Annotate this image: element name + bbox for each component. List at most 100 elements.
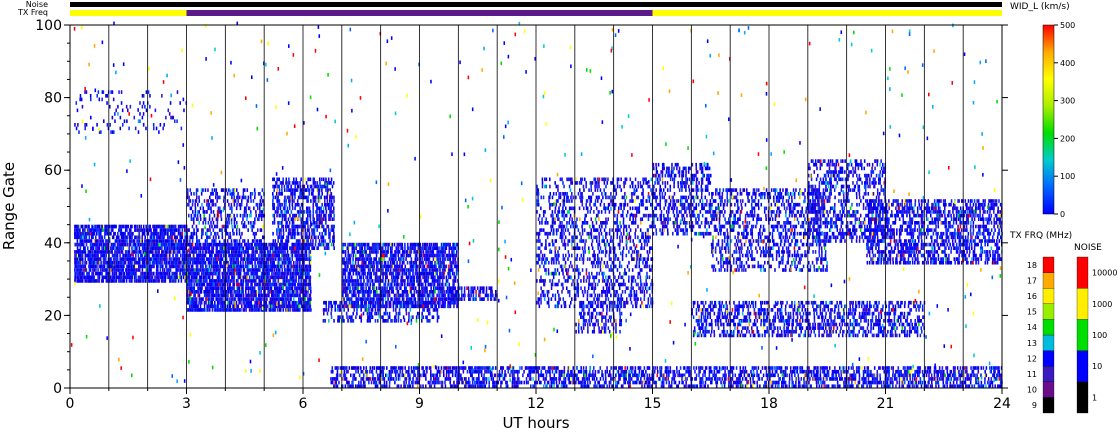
data-point (276, 253, 278, 258)
data-point (264, 290, 266, 294)
data-point (316, 221, 318, 225)
data-point (148, 264, 150, 269)
data-point (360, 264, 362, 269)
data-point (127, 268, 130, 272)
data-point (97, 253, 99, 258)
data-point (98, 260, 101, 265)
data-point (195, 297, 198, 301)
data-point (206, 290, 208, 294)
data-point (239, 264, 242, 269)
data-point (183, 239, 185, 243)
data-point (253, 293, 255, 298)
data-point (242, 286, 244, 291)
data-point (296, 210, 299, 214)
data-point (301, 235, 304, 240)
data-point (390, 242, 392, 247)
data-point (171, 260, 173, 265)
data-point (301, 206, 304, 211)
data-point (289, 195, 291, 200)
data-point (131, 268, 133, 272)
data-point (282, 228, 285, 232)
data-point (359, 246, 361, 251)
data-point (286, 242, 289, 247)
data-point (401, 246, 404, 251)
data-point (153, 264, 155, 269)
data-point (389, 242, 391, 247)
data-point (74, 253, 76, 258)
data-point (395, 257, 397, 261)
data-point (310, 260, 312, 265)
data-point (322, 206, 325, 211)
data-point (175, 275, 177, 280)
data-point (181, 228, 184, 232)
data-point (80, 242, 83, 247)
data-point (92, 257, 94, 261)
data-point (273, 221, 276, 225)
data-point (382, 268, 384, 272)
data-point (142, 275, 145, 280)
data-point (439, 271, 441, 276)
data-point (247, 293, 250, 298)
data-point (452, 297, 454, 301)
data-point (188, 282, 190, 287)
data-point (282, 279, 285, 283)
data-point (222, 250, 224, 254)
data-point (167, 268, 170, 272)
data-point (380, 246, 383, 251)
data-point (456, 242, 458, 247)
data-point (233, 275, 236, 280)
data-point (287, 264, 290, 269)
data-point (122, 279, 124, 283)
data-point (185, 279, 187, 283)
data-point (190, 235, 193, 240)
data-point (176, 264, 178, 269)
data-point (97, 279, 100, 283)
data-point (235, 206, 238, 211)
data-point (365, 282, 367, 287)
data-point (437, 297, 440, 301)
data-point (219, 308, 221, 312)
data-point (83, 242, 85, 247)
data-point (189, 290, 191, 294)
data-point (171, 250, 173, 254)
data-point (128, 271, 131, 276)
data-point (403, 271, 405, 276)
data-point (308, 177, 310, 182)
data-point (331, 195, 334, 200)
data-point (172, 239, 174, 243)
data-point (96, 231, 98, 236)
data-point (245, 206, 247, 211)
data-point (357, 260, 360, 265)
data-point (325, 177, 327, 182)
data-point (175, 246, 177, 251)
data-point (202, 246, 205, 251)
data-point (267, 290, 269, 294)
data-point (210, 279, 212, 283)
data-point (92, 228, 95, 232)
data-point (250, 279, 253, 283)
data-point (305, 290, 308, 294)
data-point (242, 195, 244, 200)
data-point (269, 300, 272, 305)
data-point (139, 228, 141, 232)
data-point (321, 210, 324, 214)
data-point (356, 271, 358, 276)
data-point (151, 257, 154, 261)
data-point (307, 195, 310, 200)
data-point (360, 319, 363, 323)
data-point (255, 257, 257, 261)
data-point (344, 250, 347, 254)
data-point (392, 275, 395, 280)
data-point (93, 224, 96, 229)
data-point (307, 184, 309, 189)
data-point (262, 253, 264, 258)
data-point (233, 253, 236, 258)
data-point (140, 250, 142, 254)
data-point (215, 231, 217, 236)
data-point (364, 268, 366, 272)
data-point (320, 242, 322, 247)
data-point (280, 235, 282, 240)
data-point (372, 268, 374, 272)
data-point (234, 239, 237, 243)
data-point (138, 264, 141, 269)
